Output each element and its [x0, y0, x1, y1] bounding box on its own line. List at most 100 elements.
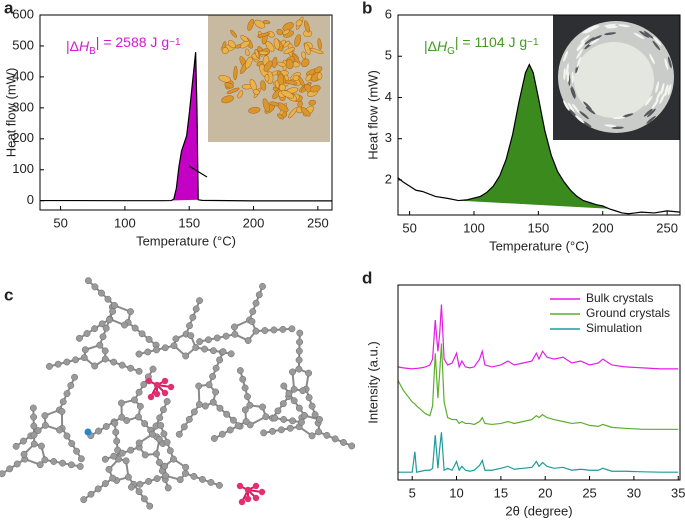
crystal	[254, 48, 260, 59]
atom	[244, 337, 252, 344]
atom	[207, 478, 215, 486]
data-line	[398, 432, 679, 473]
atom	[212, 388, 220, 396]
atom	[196, 338, 204, 346]
atom	[156, 435, 163, 443]
streak	[566, 70, 570, 83]
atom	[215, 481, 223, 489]
streak	[580, 34, 590, 43]
annotation-part: H	[79, 38, 90, 54]
photo-crystals	[208, 15, 330, 142]
atom	[30, 440, 38, 448]
crystal	[297, 100, 303, 108]
atom	[252, 494, 260, 502]
streak	[604, 24, 617, 27]
atom	[252, 299, 260, 307]
atom	[30, 413, 38, 421]
atom	[185, 415, 193, 423]
atom	[244, 495, 252, 503]
streak	[652, 40, 661, 51]
x-axis-label: Temperature (°C)	[489, 238, 589, 253]
x-tick-label: 100	[114, 215, 136, 230]
y-tick-label: 200	[12, 130, 34, 145]
streak	[571, 71, 574, 84]
atom	[110, 452, 118, 460]
atom	[280, 382, 288, 390]
atom	[101, 347, 109, 355]
atom	[289, 417, 296, 425]
axes-frame	[39, 14, 333, 211]
crystal	[277, 113, 284, 120]
atom	[113, 437, 121, 445]
crystal	[230, 29, 238, 38]
atom	[37, 442, 45, 450]
x-tick-label: 200	[592, 220, 614, 235]
atom	[157, 421, 165, 429]
atom	[223, 410, 231, 418]
atom	[59, 459, 67, 467]
atom	[94, 485, 102, 493]
crystal	[308, 99, 316, 106]
atom	[274, 407, 282, 415]
annotation: |ΔHB| = 2588 J g−1	[66, 34, 181, 57]
streak	[655, 81, 660, 94]
atom	[166, 447, 174, 455]
atom	[161, 462, 169, 470]
atom	[45, 362, 53, 370]
atom	[112, 428, 120, 436]
atom	[339, 438, 347, 446]
atom	[155, 458, 163, 466]
atom	[13, 460, 21, 468]
atom	[77, 455, 85, 463]
panel-label: c	[4, 285, 13, 304]
crystal	[278, 83, 286, 92]
atom	[182, 463, 190, 471]
atom	[295, 404, 303, 412]
atom	[153, 390, 161, 398]
atom	[269, 427, 276, 435]
y-tick-label: 400	[12, 68, 34, 83]
crystal	[317, 38, 322, 50]
atom	[6, 465, 14, 473]
x-axis-label: 2θ (degree)	[505, 503, 572, 518]
atom	[145, 335, 153, 343]
streak	[585, 106, 596, 115]
x-tick-label: 10	[449, 485, 463, 500]
atom	[135, 413, 142, 421]
atom	[209, 347, 217, 355]
streak	[667, 83, 672, 96]
atom	[118, 361, 126, 369]
crystal	[254, 19, 266, 29]
crystal	[248, 106, 261, 114]
streak	[613, 116, 626, 120]
plot-area	[398, 304, 679, 473]
atom	[36, 461, 44, 469]
atom	[102, 324, 110, 332]
atom	[0, 470, 6, 478]
atom	[258, 488, 266, 496]
atom	[305, 394, 313, 402]
atom	[246, 401, 254, 409]
crystal	[269, 101, 280, 107]
crystal	[294, 34, 302, 47]
crystal	[282, 22, 294, 31]
atom	[305, 369, 313, 377]
crystal	[314, 66, 323, 73]
atom	[301, 412, 308, 419]
legend-label: Simulation	[586, 321, 642, 335]
crystal	[224, 82, 234, 89]
streak	[639, 30, 650, 38]
crystal	[226, 87, 240, 94]
annotation-part: | = 2588 J g	[96, 34, 169, 50]
atom	[192, 305, 200, 313]
crystal	[237, 90, 244, 99]
atom	[153, 475, 161, 483]
x-tick-label: 150	[528, 220, 550, 235]
crystal	[309, 48, 324, 54]
streak	[565, 63, 569, 76]
atom	[147, 393, 155, 401]
atom	[242, 418, 250, 425]
atom	[259, 282, 266, 290]
atom	[316, 416, 323, 423]
atom	[270, 326, 278, 334]
